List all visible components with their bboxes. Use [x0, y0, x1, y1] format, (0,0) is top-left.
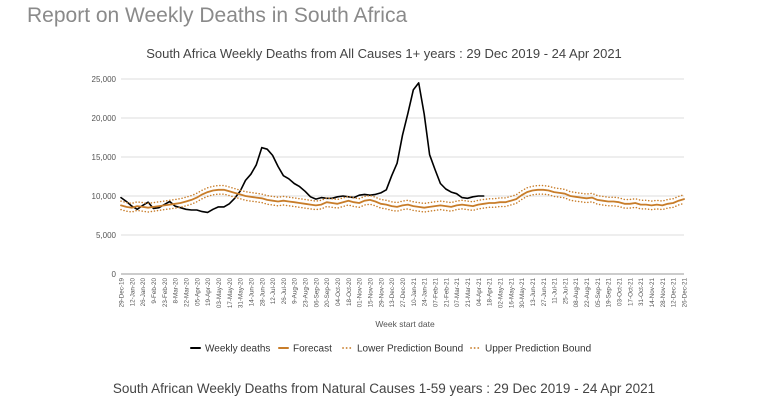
y-axis: 0 5,000 10,000 15,000 20,000 25,000 [92, 75, 117, 279]
x-tick-label: 05-Apr-20 [194, 278, 201, 306]
x-tick-label: 23-Feb-20 [162, 278, 169, 308]
x-tick-label: 8-Mar-20 [173, 278, 180, 304]
x-tick-label: 12-Dec-21 [671, 278, 678, 308]
x-tick-label: 03-Oct-21 [617, 278, 624, 306]
x-tick-label: 19-Apr-20 [205, 278, 212, 306]
x-tick-label: 03-May-20 [216, 278, 223, 309]
x-tick-label: 17-May-20 [227, 278, 234, 309]
x-tick-label: 13-Jun-21 [530, 278, 537, 307]
next-chart-title: South African Weekly Deaths from Natural… [112, 381, 656, 396]
x-tick-label: 31-May-20 [238, 278, 245, 309]
x-tick-label: 05-Sep-21 [595, 278, 602, 308]
legend-label: Weekly deaths [205, 344, 270, 355]
x-tick-label: 06-Sep-20 [313, 278, 320, 308]
x-tick-label: 22-Mar-20 [183, 278, 190, 308]
x-tick-label: 30-May-21 [519, 278, 526, 309]
x-tick-label: 12-Jul-20 [270, 278, 277, 305]
y-tick-label: 10,000 [92, 192, 117, 201]
x-tick-label: 07-Feb-21 [432, 278, 439, 308]
legend: Weekly deaths Forecast Lower Prediction Bo… [190, 344, 591, 355]
x-tick-label: 23-Aug-20 [303, 278, 310, 308]
x-tick-label: 9-Feb-20 [151, 278, 158, 304]
x-tick-label: 9-Aug-20 [292, 278, 299, 304]
series-line-forecast [120, 188, 685, 209]
x-tick-label: 21-Feb-21 [443, 278, 450, 308]
y-tick-label: 20,000 [92, 114, 117, 123]
series-line-weekly-deaths [120, 82, 485, 214]
x-tick-label: 16-May-21 [508, 278, 515, 309]
x-tick-label: 26-Jan-20 [140, 278, 147, 307]
legend-label: Lower Prediction Bound [357, 344, 463, 355]
y-tick-label: 0 [112, 270, 117, 279]
series-line-lower-prediction-bound [120, 193, 685, 213]
x-tick-label: 22-Aug-21 [584, 278, 591, 308]
x-tick-label: 28-Nov-21 [660, 278, 667, 308]
x-axis: 29-Dec-19 12-Jan-20 26-Jan-20 9-Feb-20 23-Fe… [119, 278, 689, 309]
x-tick-label: 27-Jun-21 [541, 278, 548, 307]
x-tick-label: 24-Jan-21 [422, 278, 429, 307]
x-tick-label: 26-Jul-20 [281, 278, 288, 305]
x-tick-label: 08-Aug-21 [573, 278, 580, 308]
x-tick-label: 25-Jul-21 [562, 278, 569, 305]
x-tick-label: 12-Jan-20 [129, 278, 136, 307]
page-title: Report on Weekly Deaths in South Africa [27, 4, 408, 27]
legend-label: Upper Prediction Bound [485, 344, 591, 355]
x-tick-label: 29-Nov-20 [378, 278, 385, 308]
x-tick-label: 14-Jun-20 [248, 278, 255, 307]
x-tick-label: 29-Dec-19 [119, 278, 126, 308]
x-tick-label: 27-Dec-20 [400, 278, 407, 308]
x-tick-label: 04-Oct-20 [335, 278, 342, 306]
y-tick-label: 25,000 [92, 75, 117, 84]
x-tick-label: 15-Nov-20 [368, 278, 375, 308]
x-tick-label: 13-Dec-20 [389, 278, 396, 308]
x-tick-label: 20-Sep-20 [324, 278, 331, 308]
x-tick-label: 19-Sep-21 [606, 278, 613, 308]
x-axis-label: Week start date [375, 319, 435, 329]
series-lines [120, 82, 685, 214]
x-tick-label: 11-Jul-21 [552, 278, 559, 304]
x-tick-label: 04-Apr-21 [476, 278, 483, 306]
grid-lines [121, 78, 684, 275]
x-tick-label: 31-Oct-21 [638, 278, 645, 306]
x-tick-label: 18-Apr-21 [487, 278, 494, 306]
x-tick-label: 21-Mar-21 [465, 278, 472, 308]
x-tick-label: 02-May-21 [497, 278, 504, 309]
x-tick-label: 10-Jan-21 [411, 278, 418, 307]
x-tick-label: 28-Jun-20 [259, 278, 266, 307]
y-tick-label: 5,000 [96, 231, 117, 240]
y-tick-label: 15,000 [92, 153, 117, 162]
x-tick-label: 26-Dec-21 [682, 278, 689, 308]
legend-label: Forecast [293, 344, 332, 355]
x-tick-label: 07-Mar-21 [454, 278, 461, 308]
chart-title: South Africa Weekly Deaths from All Caus… [146, 46, 622, 61]
x-tick-label: 14-Nov-21 [649, 278, 656, 308]
x-tick-label: 17-Oct-21 [627, 278, 634, 306]
x-tick-label: 18-Oct-20 [346, 278, 353, 306]
x-tick-label: 01-Nov-20 [357, 278, 364, 308]
